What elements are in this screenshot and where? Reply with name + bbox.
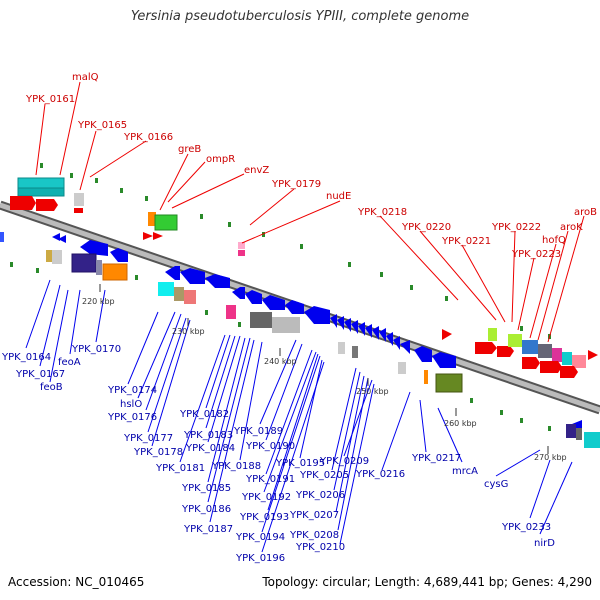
- gene-label-bottom: YPK_0183: [183, 430, 233, 441]
- scale-ticks: [99, 284, 549, 454]
- gene-label-bottom: YPK_0206: [295, 490, 345, 501]
- gene-label-bottom: YPK_0208: [289, 530, 339, 541]
- gene-label-top: nudE: [326, 191, 351, 202]
- reverse-arrow-run: [330, 314, 410, 354]
- gene-label-bottom: cysG: [484, 479, 508, 490]
- gene-label-top: YPK_0223: [511, 249, 561, 260]
- tick-label: 240 kbp: [264, 357, 297, 366]
- gene-label-bottom: YPK_0187: [183, 524, 233, 535]
- gene-label-bottom: YPK_0178: [133, 447, 183, 458]
- gene-label-bottom: feoB: [40, 382, 63, 393]
- gene-label-top: YPK_0161: [25, 94, 75, 105]
- gene-label-top: YPK_0179: [271, 179, 321, 190]
- gene-label-top: YPK_0166: [123, 132, 173, 143]
- gene-label-bottom: YPK_0181: [155, 463, 205, 474]
- forward-genes: [10, 177, 598, 378]
- gene-label-bottom: YPK_0167: [15, 369, 65, 380]
- gene-label-top: envZ: [244, 165, 269, 176]
- gene-label-bottom: YPK_0182: [179, 409, 229, 420]
- gene-label-top: aroK: [560, 222, 583, 233]
- gene-label-bottom: YPK_0192: [241, 492, 291, 503]
- tick-label: 250 kbp: [356, 387, 389, 396]
- gene-label-bottom: YPK_0185: [181, 483, 231, 494]
- gene-label-bottom: YPK_0188: [211, 461, 261, 472]
- gene-label-bottom: YPK_0176: [107, 412, 157, 423]
- gene-label-bottom: YPK_0177: [123, 433, 173, 444]
- gene-label-top: YPK_0222: [491, 222, 541, 233]
- gene-label-bottom: YPK_0210: [295, 542, 345, 553]
- tick-label: 230 kbp: [172, 327, 205, 336]
- gene-label-top: YPK_0218: [357, 207, 407, 218]
- gene-label-bottom: YPK_0191: [245, 474, 295, 485]
- gene-label-bottom: YPK_0184: [185, 443, 235, 454]
- gene-label-bottom: YPK_0170: [71, 344, 121, 355]
- gene-label-bottom: YPK_0193: [239, 512, 289, 523]
- gene-label-top: YPK_0165: [77, 120, 127, 131]
- tick-label: 220 kbp: [82, 297, 115, 306]
- gene-label-bottom: YPK_0217: [411, 453, 461, 464]
- gene-label-bottom: YPK_0205: [299, 470, 349, 481]
- tick-label: 260 kbp: [444, 419, 477, 428]
- top-leader-lines: [35, 81, 585, 343]
- gene-label-top: greB: [178, 144, 201, 155]
- gene-label-top: YPK_0221: [441, 236, 491, 247]
- gene-label-top: YPK_0220: [401, 222, 451, 233]
- gene-label-bottom: hslO: [120, 399, 142, 410]
- gene-label-bottom: nirD: [534, 538, 555, 549]
- gene-label-bottom: YPK_0195: [275, 458, 325, 469]
- map-title: Yersinia pseudotuberculosis YPIII, compl…: [130, 9, 470, 24]
- gene-label-bottom: YPK_0209: [319, 456, 369, 467]
- genome-stats-text: Topology: circular; Length: 4,689,441 bp…: [262, 575, 592, 589]
- gene-label-bottom: YPK_0186: [181, 504, 231, 515]
- gene-label-top: malQ: [72, 72, 99, 83]
- bottom-leader-lines: [25, 279, 573, 553]
- gene-label-bottom: mrcA: [452, 466, 478, 477]
- gene-label-bottom: YPK_0190: [245, 441, 295, 452]
- gene-label-bottom: YPK_0164: [1, 352, 51, 363]
- gene-label-bottom: YPK_0174: [107, 385, 157, 396]
- tick-label: 270 kbp: [534, 453, 567, 462]
- gene-label-bottom: YPK_0233: [501, 522, 551, 533]
- gene-label-bottom: YPK_0189: [233, 426, 283, 437]
- gene-label-bottom: YPK_0216: [355, 469, 405, 480]
- gene-label-bottom: YPK_0194: [235, 532, 285, 543]
- gene-label-top: aroB: [574, 207, 597, 218]
- accession-text: Accession: NC_010465: [8, 575, 145, 589]
- reverse-genes: [0, 232, 600, 448]
- gene-label-top: hofQ: [542, 235, 566, 246]
- gene-label-bottom: YPK_0207: [289, 510, 339, 521]
- gene-label-bottom: YPK_0196: [235, 553, 285, 564]
- gene-label-bottom: feoA: [58, 357, 81, 368]
- gene-label-top: ompR: [206, 154, 235, 165]
